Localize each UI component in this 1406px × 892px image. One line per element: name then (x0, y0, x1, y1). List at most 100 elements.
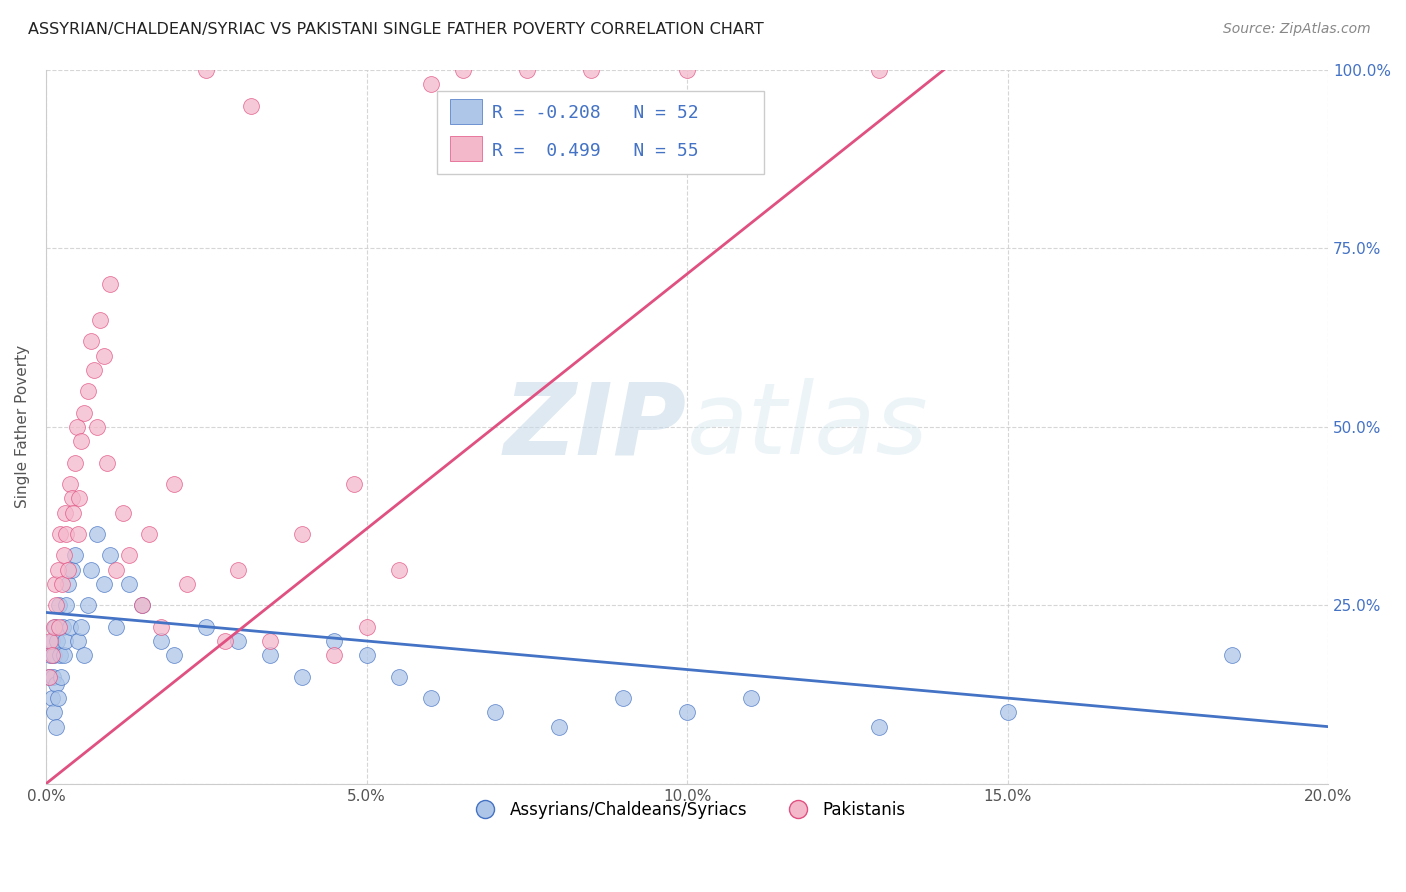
Point (45, 599, 67, 613)
Point (67, 491, 90, 506)
Point (387, 670, 409, 684)
Point (60, 563, 83, 577)
Point (98, 549, 121, 563)
Point (66, 527, 89, 541)
Point (44, 620, 66, 634)
Point (70, 620, 93, 634)
Point (51, 577, 73, 591)
Point (53, 634, 76, 648)
Point (73, 406, 96, 420)
Text: Source: ZipAtlas.com: Source: ZipAtlas.com (1223, 22, 1371, 37)
Point (163, 477, 186, 491)
Point (868, 720, 890, 734)
Point (131, 599, 153, 613)
Point (39, 634, 62, 648)
Point (226, 634, 249, 648)
Point (150, 634, 173, 648)
Point (73, 648, 96, 663)
Point (93, 349, 115, 363)
Point (48, 599, 70, 613)
Point (105, 620, 128, 634)
Point (66, 420, 89, 434)
Point (41, 648, 63, 663)
Point (52, 620, 75, 634)
Text: R =  0.499   N = 55: R = 0.499 N = 55 (492, 142, 699, 160)
Point (323, 648, 346, 663)
Y-axis label: Single Father Poverty: Single Father Poverty (15, 345, 30, 508)
Point (195, 620, 218, 634)
Point (484, 706, 506, 720)
Point (214, 634, 236, 648)
Point (63, 456, 86, 470)
Bar (450, 99, 482, 124)
Point (176, 577, 198, 591)
Point (45, 720, 67, 734)
Point (118, 577, 141, 591)
Point (86, 420, 108, 434)
Point (740, 691, 762, 706)
Point (58, 577, 80, 591)
Point (45, 677, 67, 691)
Point (44, 648, 66, 663)
Point (451, 63, 474, 78)
Point (96, 456, 118, 470)
Point (86, 527, 108, 541)
Point (195, 63, 218, 78)
Point (343, 477, 366, 491)
Point (62, 506, 84, 520)
Point (66, 634, 89, 648)
Point (1220, 648, 1243, 663)
Point (118, 549, 141, 563)
Point (46, 563, 69, 577)
Point (76, 599, 98, 613)
Point (89, 313, 111, 327)
Point (70, 434, 93, 449)
Text: R = -0.208   N = 52: R = -0.208 N = 52 (492, 103, 699, 122)
Point (138, 527, 160, 541)
Text: ASSYRIAN/CHALDEAN/SYRIAC VS PAKISTANI SINGLE FATHER POVERTY CORRELATION CHART: ASSYRIAN/CHALDEAN/SYRIAC VS PAKISTANI SI… (28, 22, 763, 37)
Point (291, 670, 314, 684)
Point (323, 634, 346, 648)
Point (38, 670, 60, 684)
Point (676, 63, 699, 78)
Point (240, 99, 263, 113)
Point (997, 706, 1019, 720)
Point (45, 634, 67, 648)
Point (98, 277, 121, 292)
Point (111, 506, 134, 520)
Point (868, 63, 890, 78)
Point (93, 577, 115, 591)
Point (41, 634, 63, 648)
Point (41, 691, 63, 706)
Point (52, 648, 75, 663)
Point (131, 599, 153, 613)
Point (51, 670, 73, 684)
Point (59, 620, 82, 634)
Text: atlas: atlas (688, 378, 929, 475)
Point (226, 563, 249, 577)
Point (419, 78, 441, 92)
Point (516, 63, 538, 78)
Point (387, 563, 409, 577)
Point (58, 563, 80, 577)
Point (80, 563, 103, 577)
Point (42, 706, 65, 720)
Point (676, 706, 699, 720)
Point (291, 527, 314, 541)
Point (55, 527, 77, 541)
Point (49, 527, 72, 541)
Point (356, 648, 378, 663)
Point (55, 599, 77, 613)
Point (53, 506, 76, 520)
Point (39, 648, 62, 663)
Point (42, 620, 65, 634)
Point (48, 620, 70, 634)
Point (83, 363, 105, 377)
Bar (450, 136, 482, 161)
Point (163, 648, 186, 663)
Point (59, 477, 82, 491)
FancyBboxPatch shape (437, 92, 763, 174)
Point (259, 648, 281, 663)
Text: ZIP: ZIP (505, 378, 688, 475)
Point (356, 620, 378, 634)
